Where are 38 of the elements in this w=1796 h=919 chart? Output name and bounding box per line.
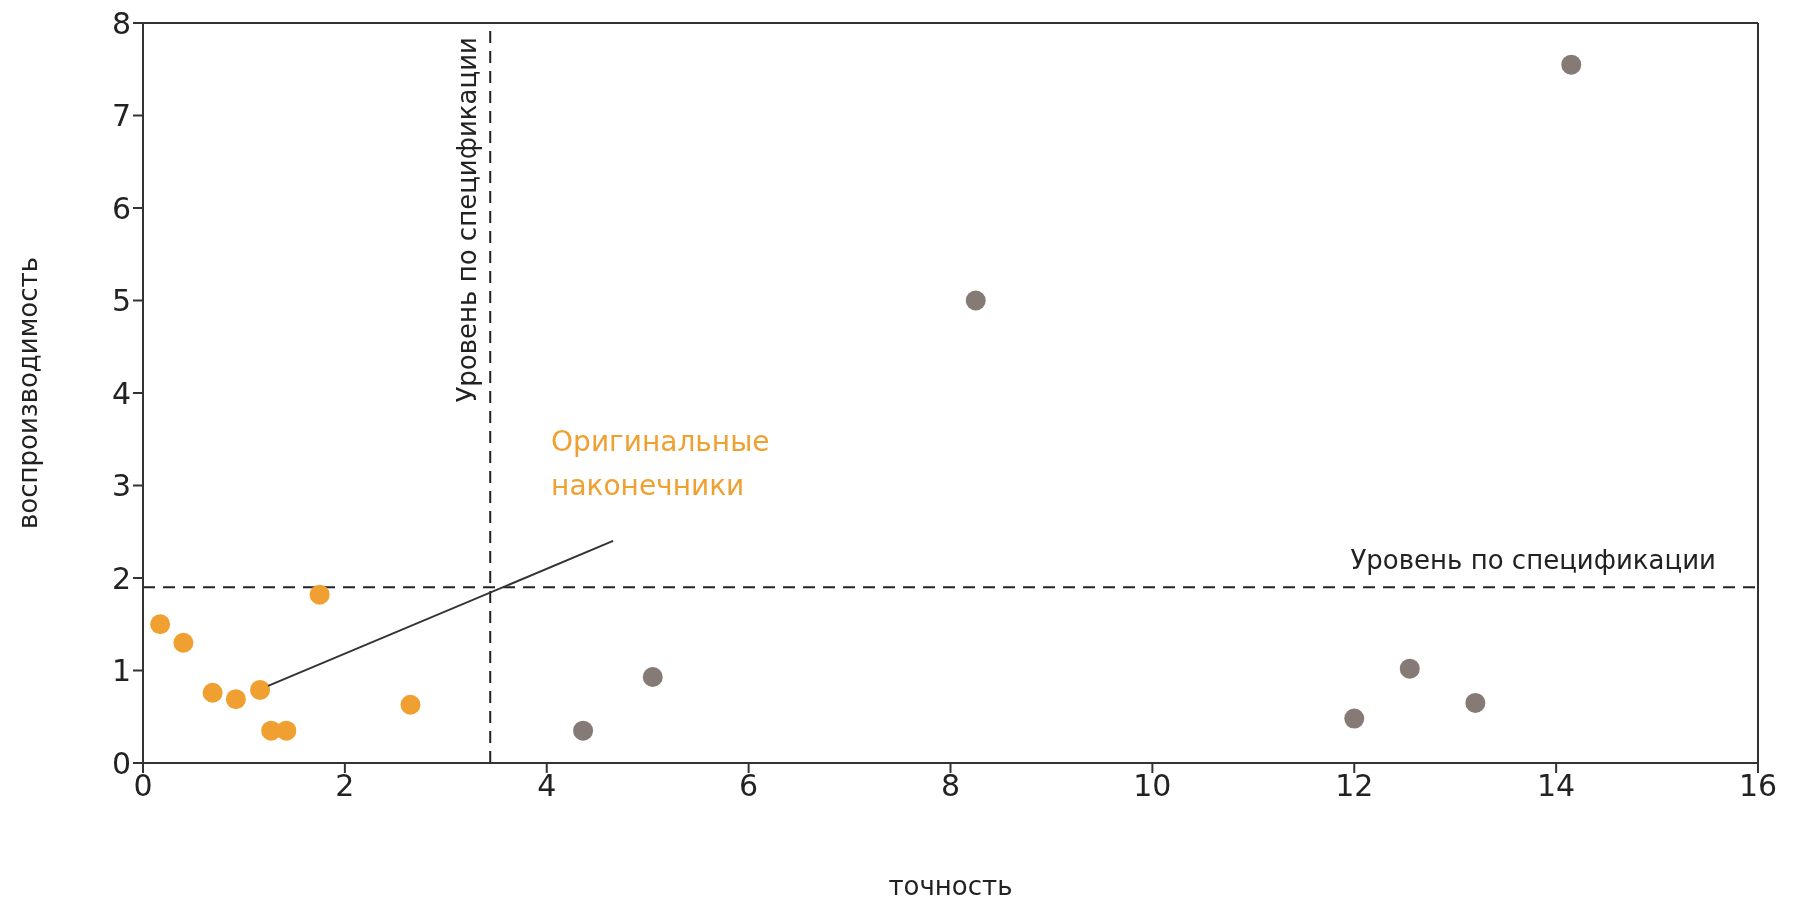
y-tick-label: 0 [111, 745, 131, 781]
point [965, 290, 986, 311]
x-tick-label: 14 [1537, 768, 1576, 804]
y-tick-label: 7 [111, 98, 131, 134]
point [150, 614, 171, 635]
point [225, 689, 246, 710]
point [400, 694, 421, 715]
point [309, 584, 330, 605]
point [573, 720, 594, 741]
y-tick-label: 8 [111, 5, 131, 41]
y-tick-label: 5 [111, 283, 131, 319]
point [276, 720, 297, 741]
ref-line-label: Уровень по спецификации [452, 37, 483, 403]
y-tick-label: 4 [111, 375, 131, 411]
point [173, 632, 194, 653]
point [1465, 692, 1486, 713]
point [250, 679, 271, 700]
annotation: Оригинальные наконечники [551, 424, 770, 502]
y-tick-label: 6 [111, 190, 131, 226]
x-tick-label: 12 [1335, 768, 1374, 804]
y-tick-label: 1 [111, 653, 131, 689]
y-tick-label: 2 [111, 560, 131, 596]
point [642, 666, 663, 687]
y-axis-title: воспроизводимость [13, 256, 44, 530]
point [1344, 708, 1365, 729]
x-tick-label: 4 [537, 768, 557, 804]
x-tick-label: 10 [1133, 768, 1172, 804]
x-axis-title: точность [888, 871, 1013, 901]
x-tick-label: 8 [940, 768, 961, 804]
x-tick-label: 0 [133, 768, 153, 804]
point [202, 682, 223, 703]
x-tick-label: 16 [1738, 768, 1778, 804]
x-tick-label: 2 [335, 768, 355, 804]
y-tick-label: 3 [111, 468, 131, 504]
point [1399, 658, 1420, 679]
point [1561, 54, 1582, 75]
ref-line-label: Уровень по спецификации [1350, 545, 1716, 576]
x-tick-label: 6 [739, 768, 759, 804]
